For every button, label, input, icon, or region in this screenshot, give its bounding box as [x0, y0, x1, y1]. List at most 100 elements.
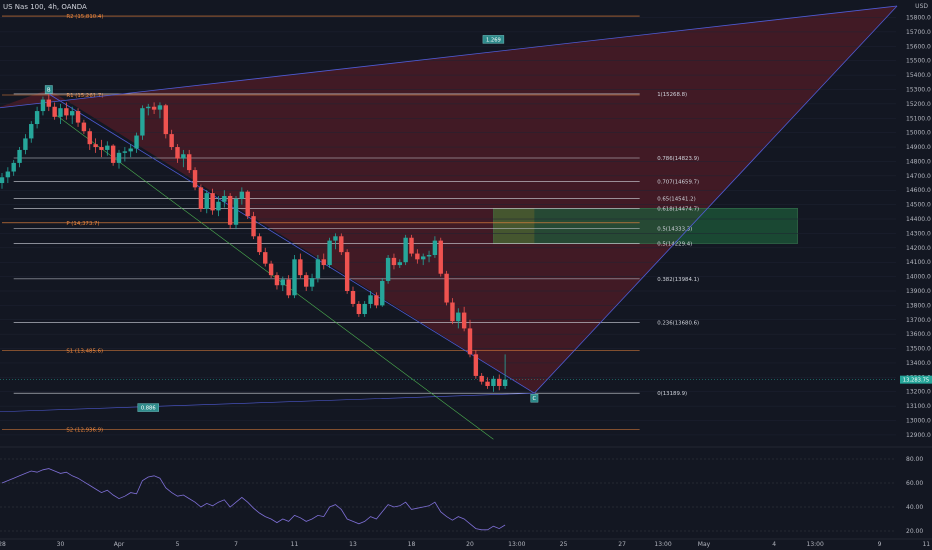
- fib-label: 1(15268.8): [657, 92, 687, 98]
- candle-body: [34, 111, 40, 125]
- fib-label: 0.707(14659.7): [657, 180, 699, 186]
- candle-body: [52, 106, 57, 117]
- candle-body: [415, 253, 420, 260]
- price-tick-label: 15800.0: [906, 15, 931, 22]
- candle-body: [280, 279, 285, 286]
- candle-body: [110, 145, 116, 163]
- price-tick-label: 15400.0: [906, 72, 931, 79]
- time-tick-label: Apr: [114, 541, 125, 548]
- pattern-tag-label: 0.886: [141, 406, 156, 412]
- time-tick-label: 30: [57, 541, 65, 548]
- candle-body: [397, 262, 402, 266]
- pivot-label: R2 (15,810.4): [66, 14, 103, 20]
- candle-body: [81, 122, 87, 132]
- fib-label: 0.5(14333.3): [657, 227, 692, 233]
- candle-body: [356, 303, 362, 315]
- rsi-line: [1, 468, 506, 531]
- candle-body: [456, 312, 461, 322]
- candle-body: [274, 275, 280, 286]
- price-tick-label: 15300.0: [906, 86, 931, 93]
- candle-body: [502, 379, 508, 386]
- candle-body: [309, 278, 315, 287]
- candle-body: [40, 99, 46, 112]
- candle-body: [292, 259, 297, 296]
- candle-body: [485, 381, 490, 386]
- price-tick-label: 15600.0: [906, 43, 931, 50]
- rsi-pane: 80.00 60.00 40.00 20.00: [0, 446, 932, 535]
- price-tick-label: 12900.0: [906, 432, 931, 439]
- candle-body: [157, 105, 163, 110]
- candle-body: [151, 106, 157, 110]
- candle-body: [450, 302, 455, 322]
- candle-body: [245, 191, 250, 217]
- time-tick-label: 27: [618, 541, 626, 548]
- candle-body: [461, 312, 467, 329]
- pivot-label: S1 (13,485.6): [66, 349, 103, 355]
- pattern-zone-red: [0, 6, 898, 394]
- price-tick-label: 15700.0: [906, 29, 931, 36]
- candle-body: [175, 147, 180, 159]
- candle-body: [304, 275, 309, 287]
- xab-leg-line: [48, 93, 535, 394]
- candle-body: [134, 135, 139, 149]
- time-tick-label: 11: [291, 541, 299, 548]
- green-trendline: [54, 113, 494, 440]
- candle-body: [339, 236, 344, 253]
- candle-body: [128, 148, 133, 152]
- candle-body: [409, 237, 414, 254]
- rsi-tick-label: 80.00: [906, 456, 923, 463]
- price-tick-label: 14000.0: [906, 274, 931, 281]
- last-price-label: 13,283.75: [903, 378, 929, 384]
- time-tick-label: 18: [408, 541, 416, 548]
- time-tick-label: 20: [466, 541, 474, 548]
- time-axis[interactable]: 28 30 Apr 5 7 11 13 18 20 13:00 25 27 13:00 May 4 13:00…: [0, 538, 932, 548]
- price-tick-label: 13200.0: [906, 389, 931, 396]
- candle-body: [426, 255, 432, 257]
- pattern-tag-label: 1.269: [486, 37, 501, 43]
- price-tick-label: 13700.0: [906, 317, 931, 324]
- candle-body: [192, 170, 198, 188]
- candle-body: [0, 177, 5, 184]
- price-tick-label: 13000.0: [906, 418, 931, 425]
- price-tick-label: 15100.0: [906, 115, 931, 122]
- candle-body: [17, 149, 22, 163]
- candle-body: [391, 257, 397, 266]
- price-tick-label: 14500.0: [906, 202, 931, 209]
- pattern-tags: B 1.269 C 0.886: [44, 35, 539, 412]
- candle-body: [204, 193, 209, 209]
- pattern-tag-label: C: [533, 396, 537, 402]
- pattern-zones: [0, 6, 898, 394]
- candle-body: [116, 152, 122, 163]
- candle-body: [251, 216, 256, 237]
- xc-line: [0, 392, 535, 413]
- candle-body: [479, 375, 484, 382]
- candle-body: [169, 134, 174, 148]
- candle-body: [233, 198, 239, 225]
- pattern-tag-box: [44, 85, 53, 94]
- pattern-tag-label: B: [47, 87, 51, 93]
- candle-body: [368, 295, 373, 304]
- candle-body: [286, 279, 291, 296]
- candle-body: [374, 295, 379, 306]
- candle-body: [163, 105, 168, 135]
- price-axis[interactable]: USD 15800.0 15700.0 15600.0 15500.0 15400.0 1…: [900, 3, 932, 439]
- price-tick-label: 15500.0: [906, 58, 931, 65]
- time-tick-label: 13:00: [508, 541, 525, 548]
- rsi-tick-label: 60.00: [906, 480, 923, 487]
- candle-body: [497, 378, 502, 386]
- price-tick-label: 14700.0: [906, 173, 931, 180]
- fib-label: 0.5(14229.4): [657, 242, 692, 248]
- trend-lines: [0, 5, 898, 440]
- candle-body: [222, 195, 227, 202]
- rsi-tick-label: 20.00: [906, 528, 923, 535]
- grid: [0, 17, 896, 436]
- pattern-tag-box: [530, 394, 539, 403]
- pattern-tag-box: [482, 35, 505, 44]
- candle-body: [438, 240, 443, 274]
- candle-body: [75, 111, 81, 123]
- prz-olive-box: [493, 208, 535, 244]
- candle-body: [315, 259, 321, 279]
- currency-label: USD: [915, 3, 928, 10]
- time-tick-label: May: [698, 541, 711, 548]
